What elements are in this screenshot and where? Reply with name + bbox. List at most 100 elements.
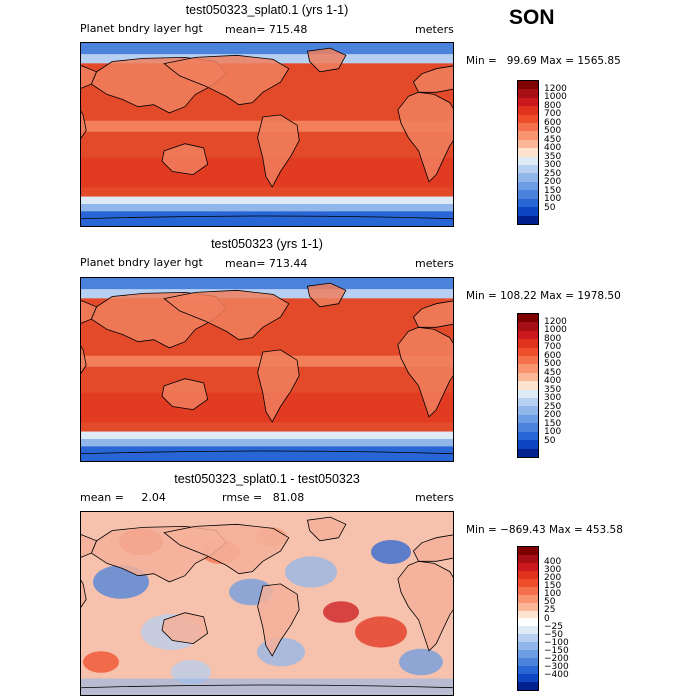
colorbar-swatch — [518, 207, 538, 216]
colorbar-swatch — [518, 139, 538, 149]
colorbar-swatch — [518, 634, 538, 643]
colorbar-tick-label: −150 — [544, 645, 569, 656]
panel-2-title: test050323 (yrs 1-1) — [211, 237, 323, 251]
continent-outline — [161, 612, 209, 645]
colorbar-tick-label: 300 — [544, 160, 562, 171]
colorbar-swatch — [518, 440, 538, 449]
colorbar-swatch — [518, 602, 538, 611]
panel-3-colorbar — [517, 546, 539, 691]
colorbar-swatch — [518, 148, 538, 157]
colorbar-tick-label: 100 — [544, 427, 562, 438]
panel-1-map — [80, 42, 454, 227]
colorbar-tick-label: 25 — [544, 605, 556, 616]
colorbar-tick-label: −50 — [544, 629, 563, 640]
antarctica-outline — [81, 684, 453, 689]
continent-outline — [161, 378, 209, 411]
colorbar-swatch — [518, 165, 538, 174]
colorbar-tick-label: 500 — [544, 359, 562, 370]
colorbar-tick-label: 150 — [544, 418, 562, 429]
colorbar-swatch — [518, 364, 538, 373]
colorbar-tick-label: 800 — [544, 333, 562, 344]
colorbar-swatch — [518, 674, 538, 682]
colorbar-tick-label: 250 — [544, 401, 562, 412]
colorbar-tick-label: 450 — [544, 367, 562, 378]
colorbar-swatch — [518, 190, 538, 199]
colorbar-tick-label: 50 — [544, 435, 556, 446]
colorbar-swatch — [518, 131, 538, 140]
continent-outline — [81, 65, 98, 89]
colorbar-tick-label: 400 — [544, 376, 562, 387]
antarctic-band — [81, 203, 453, 214]
colorbar-tick-label: 400 — [544, 557, 562, 568]
colorbar-tick-label: 100 — [544, 589, 562, 600]
colorbar-swatch — [518, 398, 538, 407]
colorbar-swatch — [518, 381, 538, 390]
colorbar-swatch — [518, 626, 538, 635]
colorbar-tick-label: 600 — [544, 350, 562, 361]
panel-3-rmse-label: rmse = 81.08 — [222, 491, 305, 504]
continent-outline — [161, 143, 209, 176]
colorbar-swatch — [518, 658, 538, 667]
colorbar-tick-label: −200 — [544, 653, 569, 664]
colorbar-swatch — [518, 414, 538, 424]
panel-3-units-label: meters — [415, 491, 454, 504]
panel-1-minmax: Min = 99.69 Max = 1565.85 — [466, 55, 621, 67]
colorbar-swatch — [518, 173, 538, 182]
panel-2-map — [80, 277, 454, 462]
continent-outline — [397, 326, 453, 418]
colorbar-swatch — [518, 339, 538, 348]
colorbar-tick-label: 200 — [544, 573, 562, 584]
antarctic-band — [81, 678, 453, 695]
colorbar-tick-label: 400 — [544, 143, 562, 154]
colorbar-tick-label: 350 — [544, 151, 562, 162]
panel-3-mean-label: mean = 2.04 — [80, 491, 166, 504]
colorbar-tick-label: 700 — [544, 342, 562, 353]
panel-3-minmax: Min = −869.43 Max = 453.58 — [466, 524, 623, 536]
colorbar-tick-label: 250 — [544, 168, 562, 179]
colorbar-swatch — [518, 389, 538, 399]
colorbar-swatch — [518, 547, 538, 555]
colorbar-swatch — [518, 215, 538, 224]
colorbar-swatch — [518, 347, 538, 357]
colorbar-swatch — [518, 666, 538, 674]
colorbar-tick-label: 450 — [544, 134, 562, 145]
continent-outline — [412, 300, 453, 328]
anomaly-patch — [355, 616, 407, 648]
colorbar-tick-label: 300 — [544, 565, 562, 576]
colorbar-swatch — [518, 330, 538, 340]
colorbar-tick-label: 1000 — [544, 325, 567, 336]
colorbar-swatch — [518, 97, 538, 107]
colorbar-tick-label: 700 — [544, 109, 562, 120]
colorbar-tick-label: 200 — [544, 410, 562, 421]
colorbar-tick-label: 150 — [544, 185, 562, 196]
colorbar-swatch — [518, 594, 538, 603]
anomaly-patch — [399, 648, 443, 676]
panel-2-units-label: meters — [415, 257, 454, 270]
anomaly-patch — [83, 651, 119, 673]
colorbar-tick-label: 150 — [544, 581, 562, 592]
colorbar-tick-label: 1000 — [544, 92, 567, 103]
colorbar-swatch — [518, 406, 538, 415]
colorbar-swatch — [518, 570, 538, 579]
colorbar-tick-label: 50 — [544, 597, 556, 608]
colorbar-swatch — [518, 610, 538, 619]
colorbar-swatch — [518, 314, 538, 323]
panel-3-map — [80, 511, 454, 696]
antarctic-band — [81, 211, 453, 226]
continent-outline — [257, 114, 300, 188]
colorbar-tick-label: 1200 — [544, 83, 567, 94]
continent-outline — [81, 300, 98, 324]
continent-outline — [81, 110, 87, 139]
continent-outline — [412, 65, 453, 93]
panel-3-title: test050323_splat0.1 - test050323 — [174, 472, 360, 486]
panel-1-variable-label: Planet bndry layer hgt — [80, 22, 203, 35]
colorbar-swatch — [518, 650, 538, 659]
colorbar-swatch — [518, 114, 538, 124]
continent-outline — [81, 534, 98, 558]
antarctic-band — [81, 438, 453, 449]
continent-outline — [163, 54, 290, 106]
colorbar-swatch — [518, 423, 538, 432]
antarctica-outline — [81, 450, 453, 455]
continent-outline — [81, 345, 87, 374]
colorbar-tick-label: 300 — [544, 393, 562, 404]
